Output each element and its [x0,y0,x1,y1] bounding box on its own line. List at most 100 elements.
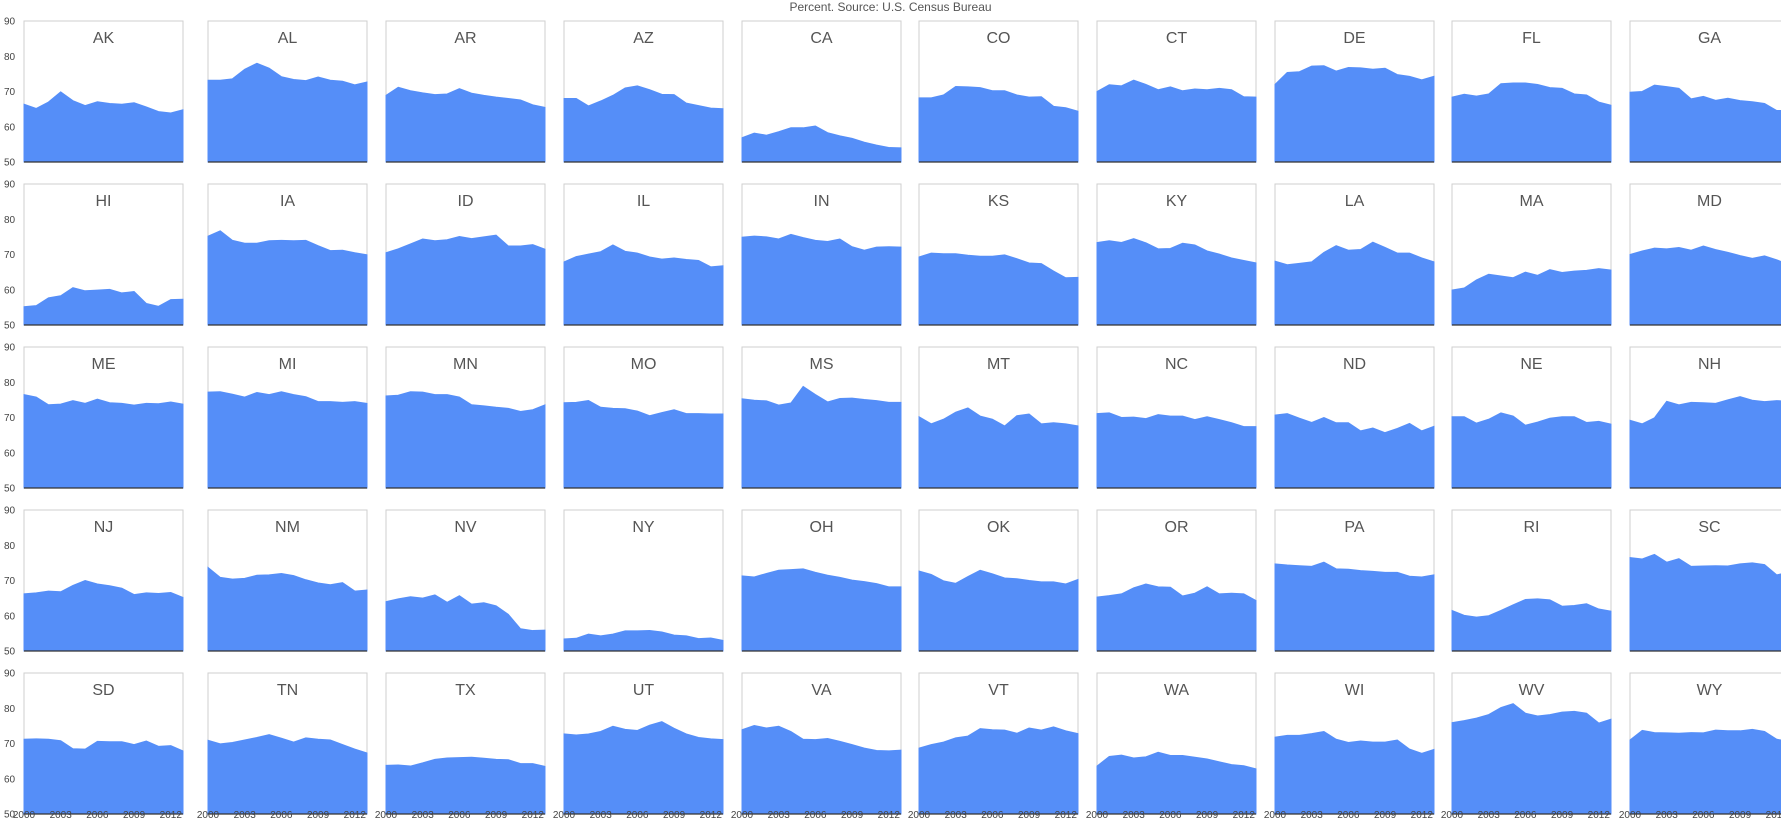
area-ky [1096,238,1257,326]
panel-label-sd: SD [92,682,114,699]
x-tick-label: 2009 [663,810,686,821]
y-tick-label: 60 [4,611,16,622]
panel-label-pa: PA [1344,519,1364,536]
panel-label-md: MD [1697,193,1722,210]
x-tick-label: 2006 [1159,810,1182,821]
panel-label-ri: RI [1524,519,1540,536]
y-tick-label: 50 [4,484,16,495]
panel-label-la: LA [1345,193,1365,210]
panel-label-mi: MI [279,356,297,373]
x-tick-label: 2003 [590,810,613,821]
panel-label-hi: HI [96,193,112,210]
area-ri [1451,598,1612,652]
area-or [1096,583,1257,652]
x-tick-label: 2006 [270,810,293,821]
y-tick-label: 60 [4,448,16,459]
y-tick-label: 90 [4,17,16,28]
y-tick-label: 50 [4,158,16,169]
y-tick-label: 90 [4,343,16,354]
panel-frame [563,509,724,652]
x-tick-label: 2012 [344,810,367,821]
x-tick-label: 2006 [86,810,109,821]
x-tick-label: 2006 [626,810,649,821]
y-tick-label: 70 [4,87,16,98]
x-tick-label: 2000 [1619,810,1642,821]
x-tick-label: 2009 [307,810,330,821]
area-me [23,393,184,489]
area-pa [1274,561,1435,652]
area-wa [1096,751,1257,815]
x-tick-label: 2000 [197,810,220,821]
y-tick-label: 50 [4,810,16,821]
panel-label-ks: KS [988,193,1009,210]
panel-label-mn: MN [453,356,478,373]
panel-label-nj: NJ [94,519,114,536]
y-tick-label: 80 [4,704,16,715]
x-tick-label: 2012 [1588,810,1611,821]
x-tick-label: 2012 [1233,810,1256,821]
y-tick-label: 50 [4,647,16,658]
area-nm [207,566,368,652]
panel-label-tx: TX [455,682,476,699]
panel-label-va: VA [811,682,831,699]
x-tick-label: 2012 [1055,810,1078,821]
x-tick-label: 2000 [1086,810,1109,821]
y-tick-label: 90 [4,506,16,517]
area-az [563,85,724,163]
x-tick-label: 2000 [375,810,398,821]
x-tick-label: 2006 [804,810,827,821]
area-ne [1451,412,1612,489]
panel-label-ak: AK [93,30,115,47]
panel-label-or: OR [1165,519,1189,536]
panel-label-ct: CT [1166,30,1188,47]
x-tick-label: 2003 [768,810,791,821]
y-tick-label: 90 [4,669,16,680]
panel-label-oh: OH [810,519,834,536]
panel-label-il: IL [637,193,650,210]
x-tick-label: 2012 [160,810,183,821]
area-nv [385,594,546,652]
panel-label-vt: VT [988,682,1009,699]
panel-label-de: DE [1343,30,1365,47]
x-tick-label: 2009 [1729,810,1752,821]
x-tick-label: 2009 [1374,810,1397,821]
panel-label-wy: WY [1697,682,1723,699]
area-wi [1274,730,1435,815]
area-id [385,234,546,326]
area-md [1629,245,1781,326]
panel-label-sc: SC [1698,519,1720,536]
y-tick-label: 60 [4,774,16,785]
area-la [1274,241,1435,326]
x-tick-label: 2006 [1514,810,1537,821]
panel-label-wa: WA [1164,682,1190,699]
panel-label-mo: MO [631,356,657,373]
area-il [563,244,724,326]
x-tick-label: 2003 [1301,810,1324,821]
x-tick-label: 2012 [1766,810,1781,821]
panel-label-ia: IA [280,193,295,210]
x-tick-label: 2000 [908,810,931,821]
area-tx [385,756,546,815]
area-sc [1629,553,1781,652]
panel-label-ms: MS [810,356,834,373]
panel-label-me: ME [92,356,116,373]
panel-label-ga: GA [1698,30,1721,47]
area-al [207,62,368,163]
panel-label-ny: NY [632,519,655,536]
area-nd [1274,413,1435,489]
area-wy [1629,728,1781,815]
x-tick-label: 2003 [1123,810,1146,821]
y-tick-label: 90 [4,180,16,191]
area-vt [918,726,1079,815]
panel-label-ky: KY [1166,193,1188,210]
area-ks [918,252,1079,326]
panel-label-nd: ND [1343,356,1366,373]
area-fl [1451,82,1612,163]
x-tick-label: 2009 [1551,810,1574,821]
area-ut [563,721,724,815]
x-tick-label: 2000 [13,810,36,821]
x-tick-label: 2003 [1656,810,1679,821]
panel-label-id: ID [458,193,474,210]
x-tick-label: 2003 [945,810,968,821]
panel-label-ok: OK [987,519,1010,536]
